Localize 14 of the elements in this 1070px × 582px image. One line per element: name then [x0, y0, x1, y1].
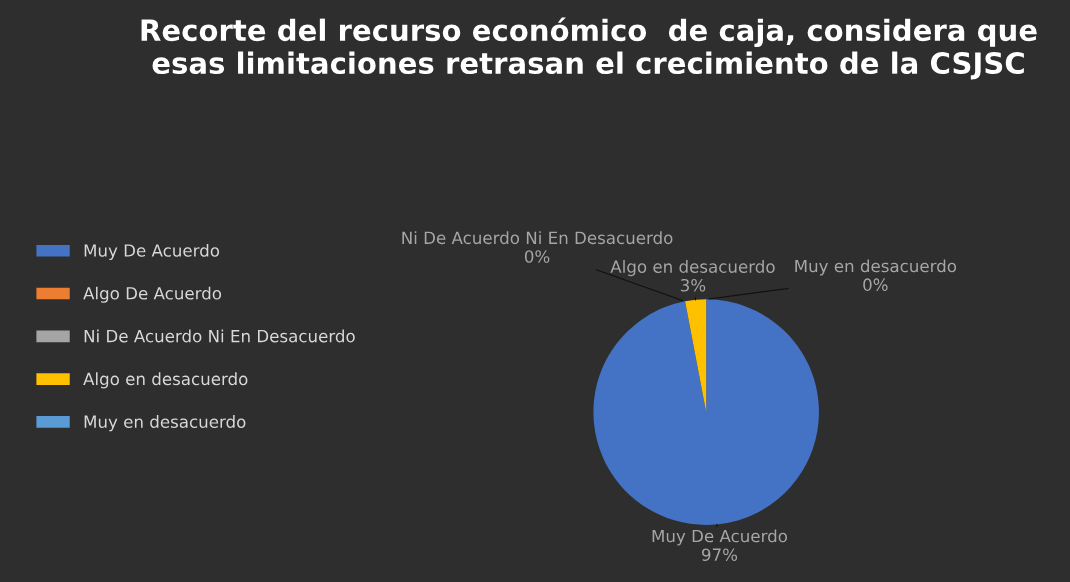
slice-label: Muy De Acuerdo — [652, 529, 788, 546]
text: 0% — [863, 278, 888, 291]
legend-label: Ni De Acuerdo Ni En Desacuerdo — [84, 329, 355, 343]
legend-label: Muy De Acuerdo — [84, 243, 220, 261]
category-label: Ni De Acuerdo Ni En Desacuerdo — [402, 231, 673, 245]
chart-title: Recorte del recurso económico de caja, considera que esas limitaciones retrasan el crecimiento de la CSJSC — [141, 17, 1037, 80]
data-label: 3% — [680, 278, 706, 292]
slice-label: Algo en desacuerdo — [610, 260, 775, 277]
legend-label: Algo en desacuerdo — [83, 372, 248, 389]
legend-label: Muy en desacuerdo — [84, 415, 246, 432]
legend-label: Algo De Acuerdo — [83, 286, 222, 303]
category-label: Muy en desacuerdo — [795, 259, 957, 276]
text: 0% — [524, 250, 550, 263]
data-label: 97% — [701, 548, 738, 562]
